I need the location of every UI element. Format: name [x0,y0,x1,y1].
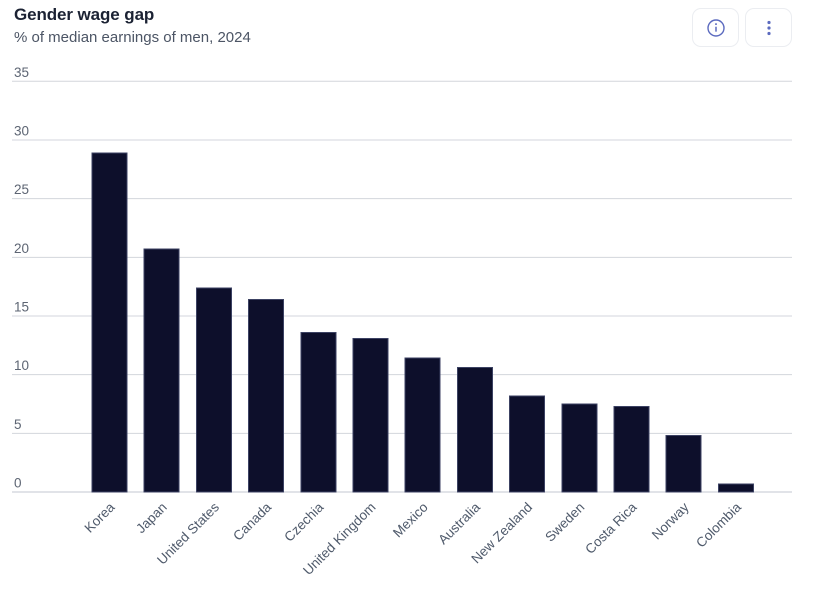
bar-colombia[interactable] [717,483,754,493]
y-tick-label: 20 [14,241,29,256]
y-tick-label: 30 [14,123,29,138]
y-tick-label: 10 [14,358,29,373]
y-tick-label: 15 [14,299,29,314]
bar-korea[interactable] [91,152,128,493]
bar-costa-rica[interactable] [613,405,650,493]
y-tick-label: 5 [14,417,22,432]
x-category-label: Canada [230,499,274,543]
x-category-label: Sweden [542,500,587,545]
bar-czechia[interactable] [300,331,337,493]
info-button[interactable] [692,8,739,47]
bar-united-kingdom[interactable] [352,337,389,493]
bar-japan[interactable] [143,248,180,493]
more-options-button[interactable] [745,8,792,47]
x-category-label: Mexico [390,500,431,541]
x-category-label: Czechia [281,499,326,544]
bar-canada[interactable] [248,299,285,493]
y-tick-label: 35 [14,65,29,80]
info-circle-icon [706,18,725,37]
x-category-label: Colombia [693,499,744,550]
bar-united-states[interactable] [195,287,232,493]
y-tick-label: 25 [14,182,29,197]
chart-title-block: Gender wage gap % of median earnings of … [14,5,251,46]
bar-sweden[interactable] [561,403,598,493]
x-category-label: Japan [133,500,170,537]
x-category-label: Costa Rica [582,499,640,557]
x-category-label: Australia [435,499,483,547]
kebab-menu-icon [766,20,771,35]
bar-norway[interactable] [665,435,702,493]
y-tick-label: 0 [14,476,22,491]
bar-new-zealand[interactable] [509,395,546,493]
chart-title: Gender wage gap [14,5,155,24]
chart-subtitle: % of median earnings of men, 2024 [14,29,251,46]
x-category-label: Norway [649,499,692,542]
chart-header: Gender wage gap % of median earnings of … [0,0,820,47]
x-category-label: Korea [82,499,118,535]
header-buttons [692,8,792,47]
bar-australia[interactable] [456,367,493,493]
bar-mexico[interactable] [404,357,441,493]
